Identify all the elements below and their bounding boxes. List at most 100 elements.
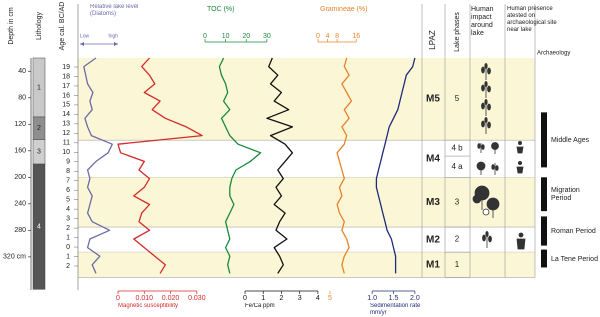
- age-tick-label: 18: [62, 73, 70, 80]
- zone-label: M2: [426, 234, 440, 245]
- age-tick-label: 7: [66, 178, 70, 185]
- x-tick-label: 8: [335, 33, 339, 40]
- tree-icon: [491, 142, 499, 154]
- zone-label: M5: [426, 94, 440, 105]
- zone-title: LPAZ: [428, 30, 437, 50]
- x-tick-label: 1.0: [367, 295, 377, 302]
- age-tick-label: 9: [66, 159, 70, 166]
- age-tick-label: 10: [62, 149, 70, 156]
- series-title: Fe/Ca ppm: [245, 303, 275, 309]
- x-tick-label: 30: [263, 33, 271, 40]
- series-title-box: TOC (%): [207, 6, 234, 13]
- proxy-curve: [266, 57, 294, 274]
- human-icon: [516, 160, 524, 174]
- period-bar: [541, 177, 547, 212]
- x-tick-label: 0: [116, 295, 120, 302]
- age-tick-label: 17: [62, 83, 70, 90]
- phase-label: 3: [455, 197, 460, 206]
- age-tick-label: 4: [66, 206, 70, 213]
- tree-icon: [476, 161, 486, 175]
- human-impact-title: Human impact around lake: [471, 6, 494, 37]
- depth-tick-label: 120: [14, 121, 26, 128]
- proxy-curve: [218, 57, 262, 274]
- zone-label: M4: [426, 153, 440, 164]
- period-bar: [541, 112, 547, 168]
- age-axis-title: Age cal. BC/AD: [59, 2, 66, 51]
- series-title-box: Sedimentation rate mm/yr: [370, 303, 421, 316]
- age-tick-label: 6: [66, 187, 70, 194]
- zone-label: M1: [426, 259, 440, 270]
- depth-tick-label: 200: [14, 174, 26, 181]
- series-title-box: Magnetic susceptibility: [118, 303, 179, 309]
- phase-label: 1: [455, 260, 460, 269]
- x-tick-label: 2: [279, 295, 283, 302]
- period-label-box: Middle Ages: [551, 136, 590, 144]
- series-title: Magnetic susceptibility: [118, 303, 179, 309]
- x-tick-label: 1: [261, 295, 265, 302]
- period-bar: [541, 216, 547, 246]
- lithology-label: 2: [37, 125, 41, 132]
- depth-tick-label: 80: [18, 95, 26, 102]
- human-icon: [516, 140, 524, 154]
- icons: [472, 63, 526, 250]
- x-tick-label: 16: [352, 33, 360, 40]
- tree-icon: [472, 185, 490, 210]
- x-tick-label: 1.5: [389, 295, 399, 302]
- proxy-curve: [336, 57, 353, 274]
- cereal-icon: [481, 99, 491, 116]
- lake-level-label: Low: [80, 33, 90, 39]
- series-title-box: Gramineae (%): [320, 6, 367, 13]
- age-tick-label: 12: [62, 130, 70, 137]
- x-tick-label: 0.020: [162, 295, 180, 302]
- phase-title: Lake phases: [454, 12, 461, 52]
- tree-icon: [482, 197, 500, 218]
- depth-tick-label: 240: [14, 201, 26, 208]
- period-bar: [541, 249, 547, 268]
- series-title: Relative lake level (Diatoms): [90, 4, 139, 17]
- lake-level-label: high: [109, 33, 119, 39]
- period-label: Roman Period: [551, 228, 596, 235]
- cereal-icon: [491, 163, 499, 175]
- x-tick-label: 0.030: [188, 295, 206, 302]
- period-label: Middle Ages: [551, 136, 590, 144]
- x-tick-label: 4: [316, 295, 320, 302]
- series-title: Sedimentation rate mm/yr: [370, 303, 421, 316]
- age-tick-label: 2: [66, 225, 70, 232]
- cereal-icon: [482, 231, 492, 248]
- zone-label: M3: [426, 197, 440, 208]
- lithology-title: Lithology: [36, 11, 43, 40]
- human-impact-title-box: Human impact around lake: [471, 6, 494, 37]
- age-tick-label: 0: [66, 244, 70, 251]
- proxy-curve: [83, 57, 113, 274]
- x-tick-label: 0: [203, 33, 207, 40]
- depth-tick-label: 160: [14, 148, 26, 155]
- age-tick-label: 8: [66, 168, 70, 175]
- age-tick-label: 14: [62, 111, 70, 118]
- x-tick-label: 20: [242, 33, 250, 40]
- lithology-label: 4: [37, 224, 41, 231]
- depth-tick-label: 280: [14, 227, 26, 234]
- cereal-icon: [481, 63, 491, 80]
- period-label-box: La Tene Period: [551, 256, 598, 263]
- age-tick-label: 3: [66, 215, 70, 222]
- x-tick-label: 3: [298, 295, 302, 302]
- x-tick-label: 4: [326, 33, 330, 40]
- depth-tick-label: 320 cm: [3, 254, 26, 261]
- zone-band: [78, 58, 535, 141]
- age-tick-label: 13: [62, 121, 70, 128]
- period-label: Migration Period: [551, 187, 580, 203]
- depth-axis-title: Depth in cm: [8, 7, 15, 45]
- depth-tick-label: 40: [18, 68, 26, 75]
- proxy-curve: [117, 57, 203, 274]
- lithology-unit: [32, 163, 46, 290]
- x-tick-label: 0.010: [136, 295, 154, 302]
- zone-band: [78, 252, 535, 278]
- cereal-icon: [481, 81, 491, 98]
- period-label-box: Roman Period: [551, 228, 596, 235]
- lithology-label: 3: [37, 149, 41, 156]
- x-tick-label: 2.0: [410, 295, 420, 302]
- proxy-curve: [375, 57, 416, 274]
- age-tick-label: 5: [66, 197, 70, 204]
